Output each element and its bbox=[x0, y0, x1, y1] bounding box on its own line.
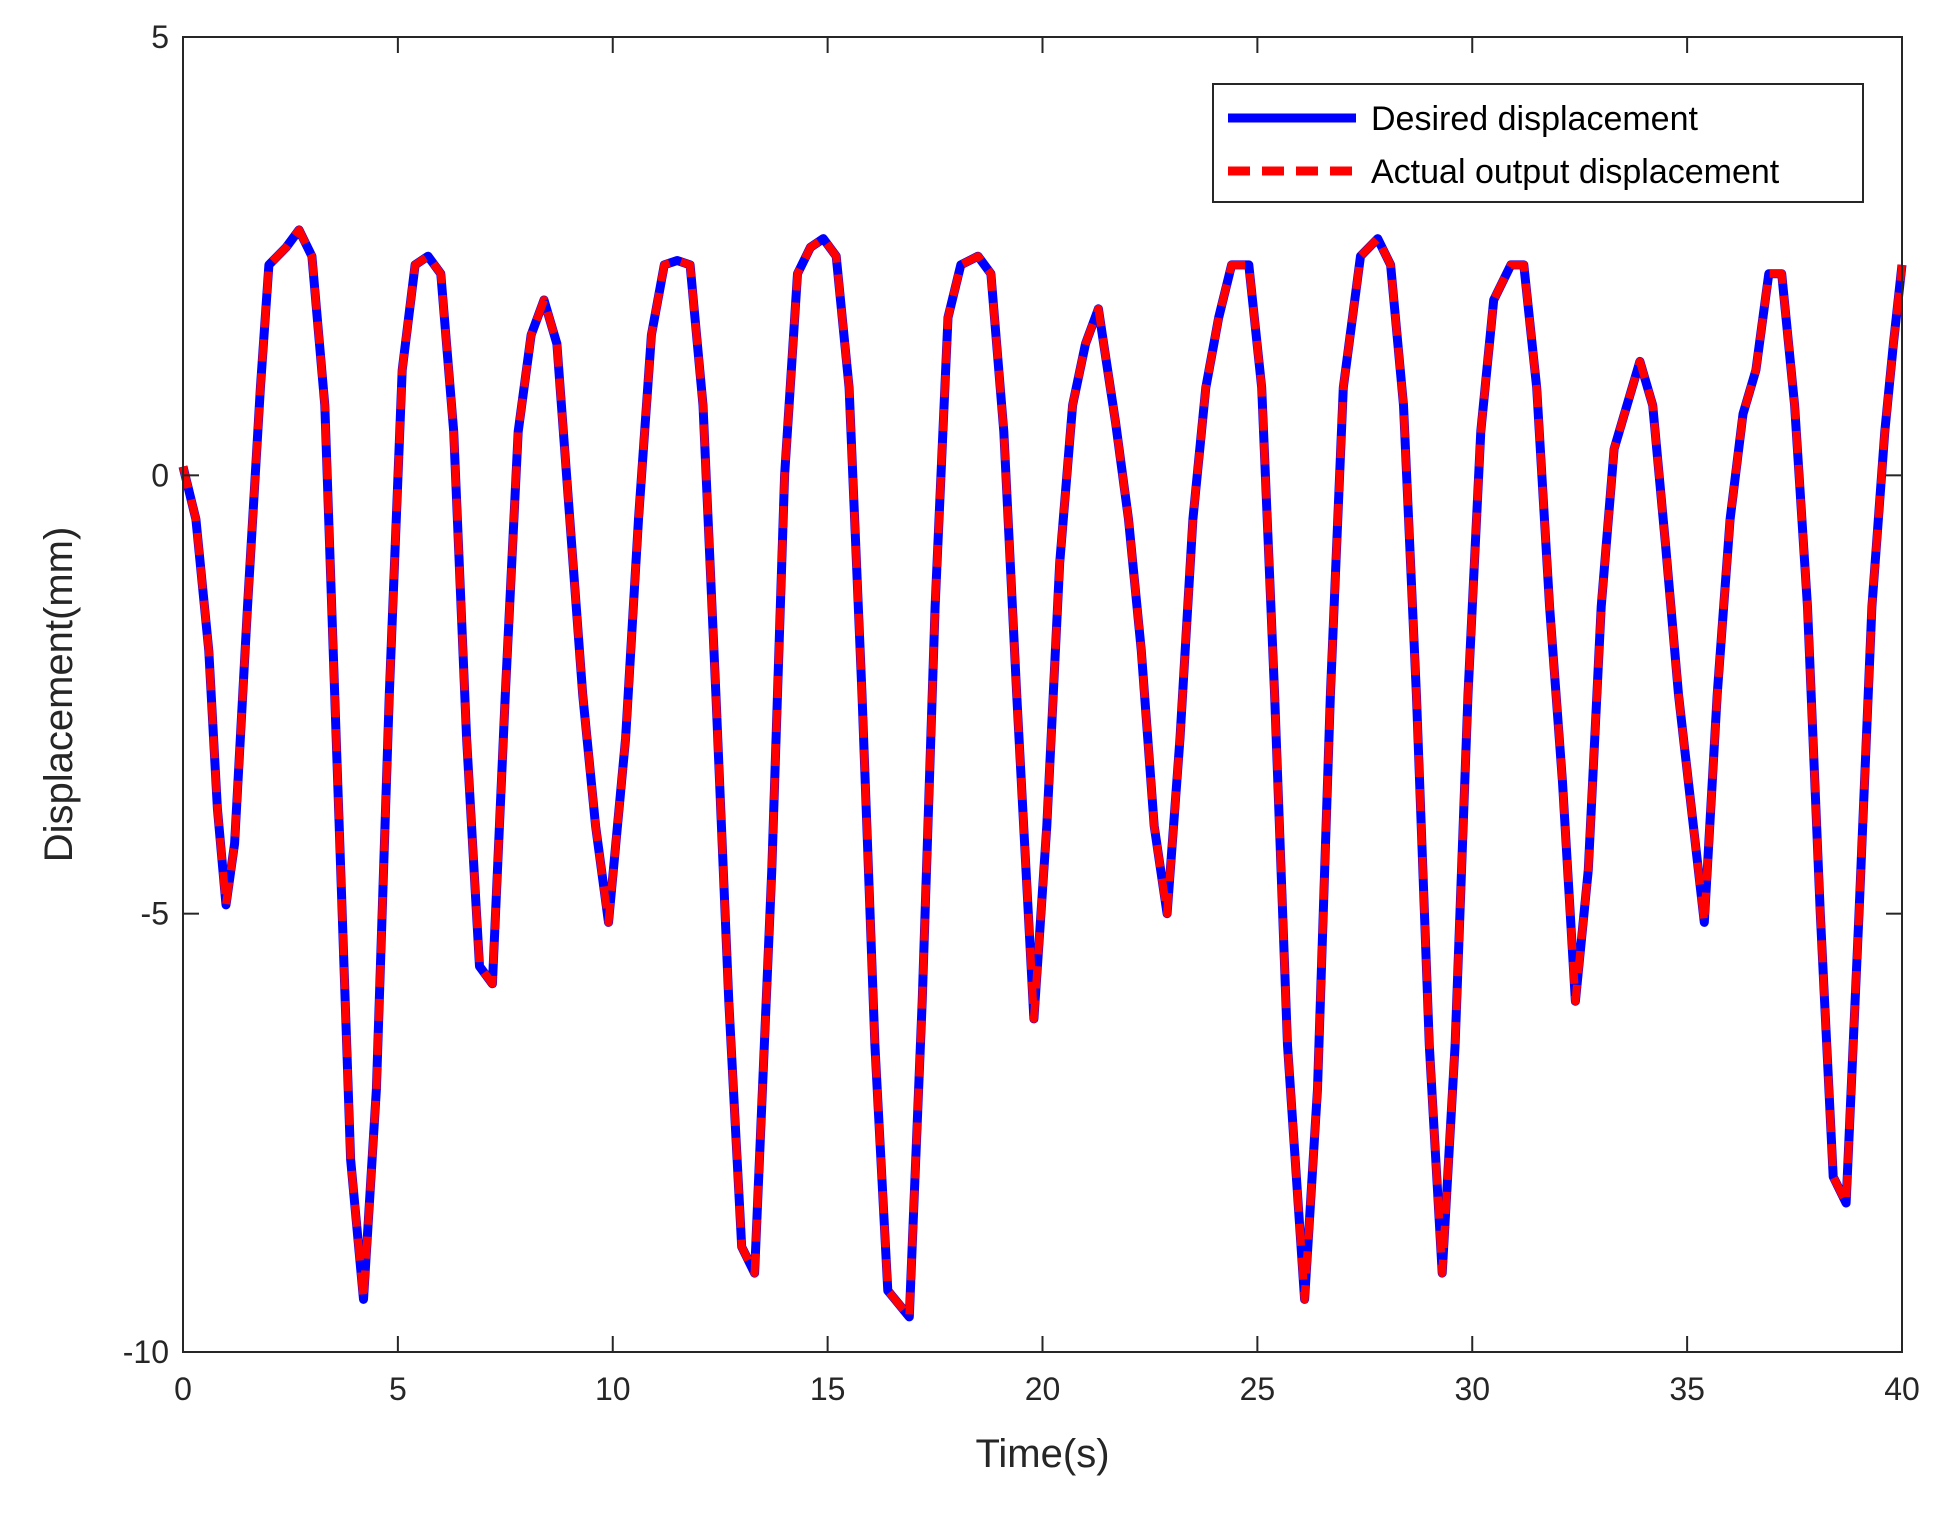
x-tick-label: 25 bbox=[1240, 1371, 1276, 1407]
x-tick-label: 15 bbox=[810, 1371, 846, 1407]
axis-tick-labels: 0 5 10 15 20 25 30 35 40 -10 -5 0 5 bbox=[123, 19, 1920, 1407]
legend-box bbox=[1212, 83, 1864, 203]
y-tick-label: 0 bbox=[151, 457, 169, 493]
x-axis-title: Time(s) bbox=[975, 1432, 1109, 1476]
x-tick-label: 5 bbox=[389, 1371, 407, 1407]
legend-label-desired: Desired displacement bbox=[1371, 100, 1698, 138]
x-tick-label: 30 bbox=[1454, 1371, 1490, 1407]
y-tick-label: 5 bbox=[151, 19, 169, 55]
y-axis-title: Displacement(mm) bbox=[37, 527, 81, 863]
y-tick-label: -5 bbox=[141, 896, 169, 932]
series-layer bbox=[178, 225, 1907, 1322]
x-tick-label: 40 bbox=[1884, 1371, 1920, 1407]
x-tick-label: 0 bbox=[174, 1371, 192, 1407]
x-tick-label: 35 bbox=[1669, 1371, 1705, 1407]
x-tick-label: 10 bbox=[595, 1371, 631, 1407]
legend: Desired displacement Actual output displ… bbox=[1212, 83, 1864, 203]
y-tick-label: -10 bbox=[123, 1334, 169, 1370]
series-line-actual bbox=[179, 225, 1906, 1321]
legend-label-actual: Actual output displacement bbox=[1371, 153, 1780, 191]
x-tick-label: 20 bbox=[1025, 1371, 1061, 1407]
axis-ticks bbox=[182, 36, 1903, 1353]
